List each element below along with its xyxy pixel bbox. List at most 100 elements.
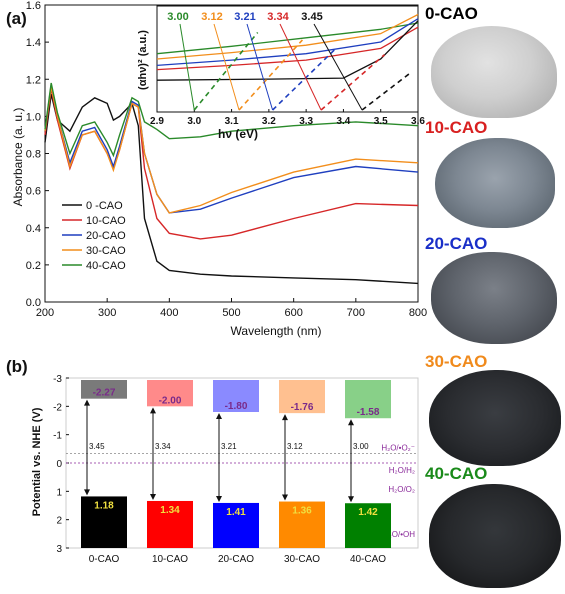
inset-x-tick-label: 3.2 <box>262 116 276 127</box>
band-gap-label-2: 3.21 <box>234 11 255 23</box>
x-tick-label: 300 <box>98 307 116 319</box>
gap-arrowhead-down-1 <box>150 493 156 500</box>
vb-value-4: 1.42 <box>358 507 378 518</box>
gap-value-2: 3.21 <box>221 442 237 451</box>
inset-x-tick-label: 3.6 <box>411 116 425 127</box>
series-line-3 <box>44 86 419 214</box>
x-tick-label: 700 <box>347 307 365 319</box>
gap-arrowhead-down-2 <box>216 495 222 502</box>
cb-value-4: -1.58 <box>357 407 380 418</box>
inset-x-tick-label: 3.4 <box>336 116 350 127</box>
inset-x-tick-label: 3.5 <box>374 116 388 127</box>
cb-block-2 <box>213 380 259 412</box>
cb-block-3 <box>279 380 325 414</box>
vb-value-1: 1.34 <box>160 505 180 516</box>
vb-block-4 <box>345 503 391 548</box>
photo-label-40-cao: 40-CAO <box>425 464 488 483</box>
gap-value-1: 3.34 <box>155 442 171 451</box>
gap-arrowhead-up-2 <box>216 413 222 419</box>
vb-block-3 <box>279 501 325 548</box>
inset-series-4 <box>156 20 419 81</box>
series-line-2 <box>44 84 419 214</box>
inset-xlabel: hν (eV) <box>218 127 258 141</box>
powder-photo-40-cao <box>429 484 561 588</box>
inset-series-2 <box>156 18 419 67</box>
cb-block-1 <box>147 380 193 407</box>
reference-label-2: H₂O/O₂ <box>388 485 415 494</box>
reference-label-3: H₂O/•OH <box>383 530 415 539</box>
category-label-0: 0-CAO <box>89 554 120 565</box>
panel-b-label: (b) <box>6 357 28 376</box>
reference-label-0: H₂O/•O₂⁻ <box>381 444 415 453</box>
cb-value-2: -1.80 <box>225 401 248 412</box>
inset-extrapolation-2 <box>272 47 337 111</box>
powder-photo-0-cao <box>431 26 557 118</box>
inset-x-tick-label: 3.0 <box>187 116 201 127</box>
y-tick-label: 1.2 <box>26 74 41 86</box>
band-gap-arrow-1 <box>213 23 240 111</box>
band-gap-label-4: 3.45 <box>301 11 322 23</box>
band-y-tick-label: -3 <box>53 374 62 385</box>
cb-value-3: -1.76 <box>291 402 314 413</box>
tauc-inset: 2.9 3.0 3.1 3.2 3.3 3.4 3.5 3.6 3.00 3.12 3.21 3.34… <box>150 5 425 127</box>
vb-block-2 <box>213 502 259 548</box>
band-gap-arrow-3 <box>279 23 322 111</box>
category-label-1: 10-CAO <box>152 554 188 565</box>
legend-entry-0: 0 -CAO <box>86 200 123 212</box>
x-tick-label: 500 <box>222 307 240 319</box>
powder-photo-20-cao <box>431 252 557 344</box>
sample-photos: 0-CAO 10-CAO 20-CAO 30-CAO 40-CAO <box>425 0 565 594</box>
inset-series-1 <box>156 13 419 60</box>
category-label-3: 30-CAO <box>284 554 320 565</box>
inset-extrapolation-1 <box>238 39 304 111</box>
x-tick-label: 200 <box>36 307 54 319</box>
y-tick-label: 1.4 <box>26 37 41 49</box>
y-tick-label: 0.8 <box>26 149 41 161</box>
reference-label-1: H₂O/H₂ <box>389 466 415 475</box>
y-tick-label: 0.2 <box>26 260 41 272</box>
y-tick-label: 0.6 <box>26 186 41 198</box>
y-tick-label: 0.4 <box>26 223 41 235</box>
absorbance-xlabel: Wavelength (nm) <box>231 324 322 338</box>
band-y-tick-label: 0 <box>56 459 62 470</box>
inset-frame <box>156 5 419 113</box>
band-gap-label-3: 3.34 <box>267 11 289 23</box>
x-tick-label: 400 <box>160 307 178 319</box>
absorbance-plot: 200 300 400 500 600 700 800 0.0 0.2 0.4 0.6 0.8 1.0 1… <box>26 0 427 319</box>
band-gap-label-1: 3.12 <box>201 11 222 23</box>
legend-entry-1: 10-CAO <box>86 215 126 227</box>
gap-arrowhead-down-4 <box>348 496 354 503</box>
band-y-tick-label: -1 <box>53 431 62 442</box>
cb-value-1: -2.00 <box>159 395 182 406</box>
gap-arrowhead-down-3 <box>282 494 288 501</box>
vb-block-1 <box>147 500 193 548</box>
cb-block-0 <box>81 380 127 399</box>
band-gap-arrow-2 <box>246 23 274 111</box>
powder-photo-10-cao <box>435 138 555 228</box>
inset-x-tick-label: 2.9 <box>150 116 164 127</box>
inset-x-tick-label: 3.3 <box>299 116 313 127</box>
inset-ylabel: (αhν)² (a.u.) <box>137 30 149 90</box>
vb-block-0 <box>81 496 127 548</box>
photo-label-10-cao: 10-CAO <box>425 118 488 137</box>
y-tick-label: 1.0 <box>26 111 41 123</box>
band-diagram: -3 -2 -1 0 1 2 3 H₂O/•O₂⁻ H₂O/H₂ H₂O/O₂ H₂O/•OH -2.… <box>53 374 419 565</box>
cb-block-4 <box>345 380 391 419</box>
photo-label-30-cao: 30-CAO <box>425 352 488 371</box>
inset-x-tick-label: 3.1 <box>225 116 239 127</box>
inset-extrapolation-4 <box>361 72 412 111</box>
cb-value-0: -2.27 <box>93 388 116 399</box>
photo-label-0-cao: 0-CAO <box>425 4 478 23</box>
x-tick-label: 600 <box>284 307 302 319</box>
legend-entry-4: 40-CAO <box>86 260 126 272</box>
photo-label-20-cao: 20-CAO <box>425 234 488 253</box>
inset-extrapolation-0 <box>193 31 259 111</box>
band-gap-label-0: 3.00 <box>167 11 188 23</box>
panel-a-label: (a) <box>6 9 27 28</box>
y-tick-label: 0.0 <box>26 297 41 309</box>
series-line-4 <box>44 82 419 158</box>
gap-arrowhead-up-0 <box>84 399 90 406</box>
band-gap-arrow-0 <box>179 23 195 111</box>
category-label-2: 20-CAO <box>218 554 254 565</box>
